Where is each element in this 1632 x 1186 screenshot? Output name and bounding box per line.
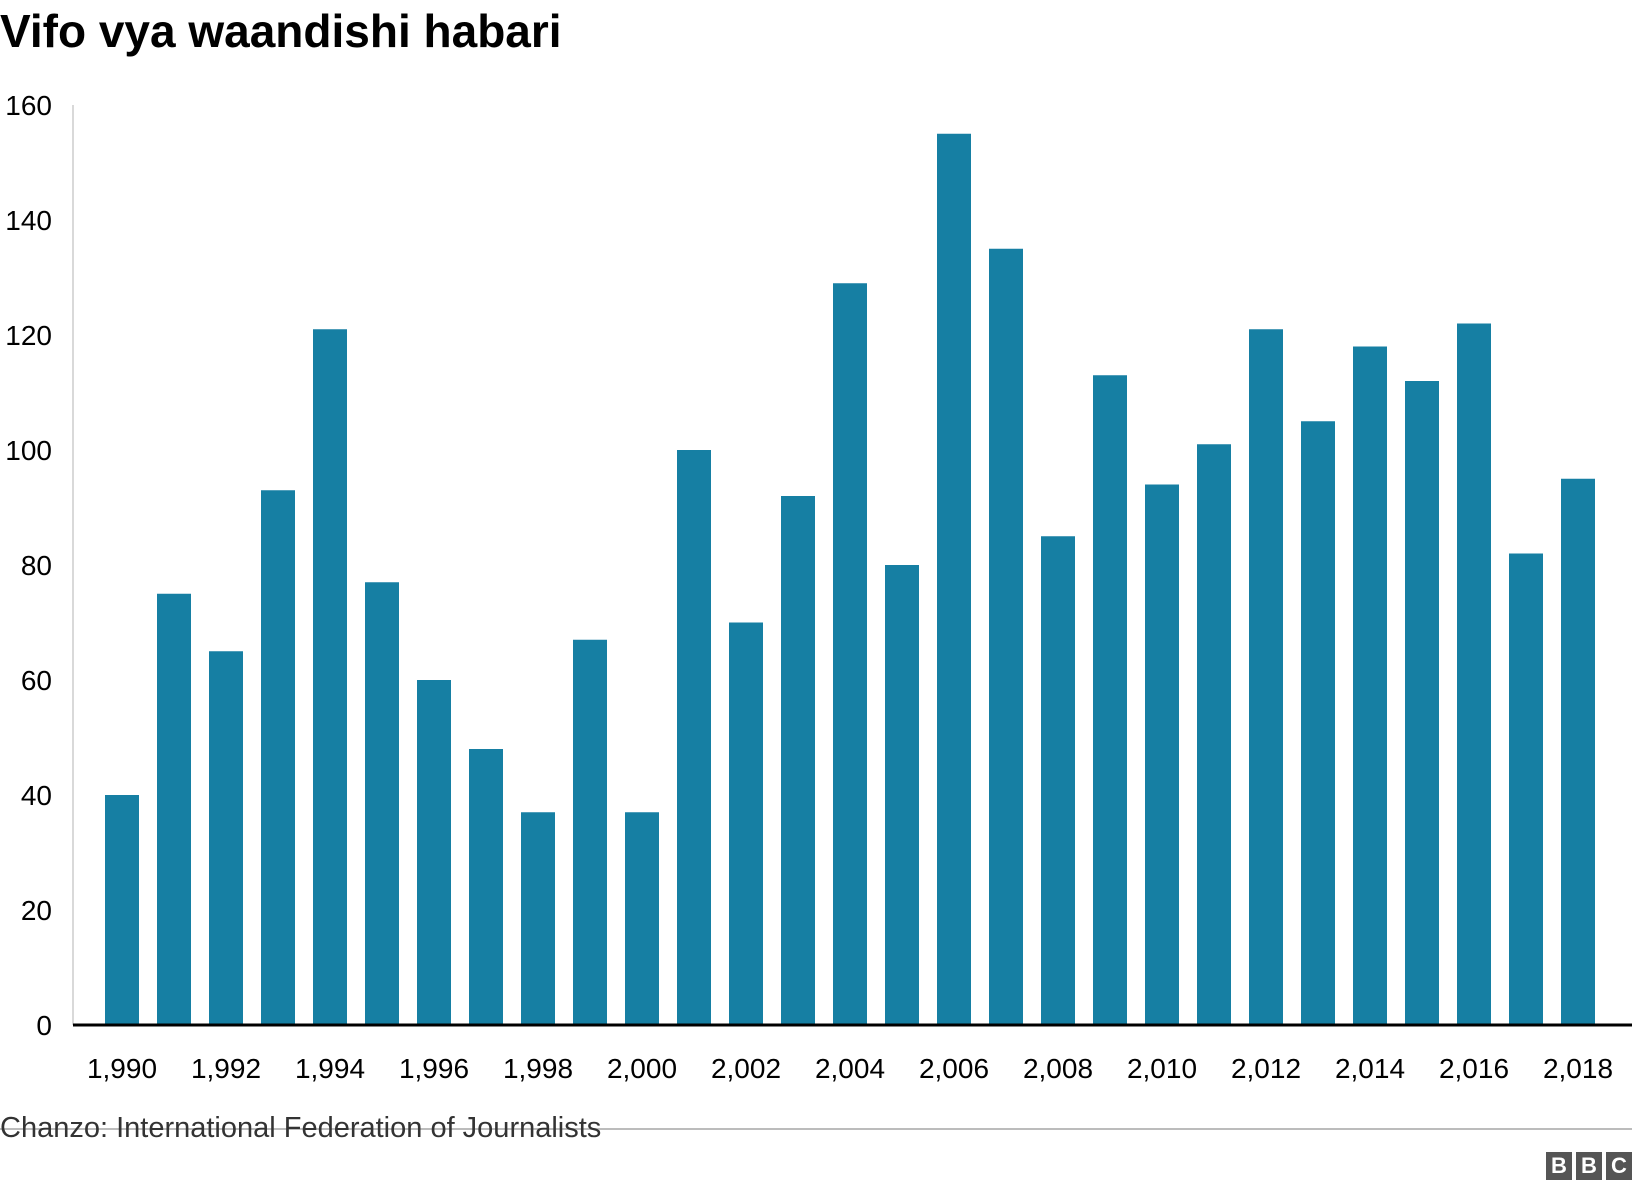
x-tick-label: 2,002	[711, 1053, 781, 1084]
bar-1990	[105, 795, 139, 1025]
x-tick-label: 2,000	[607, 1053, 677, 1084]
x-tick-label: 2,018	[1543, 1053, 1613, 1084]
x-tick-label: 1,992	[191, 1053, 261, 1084]
bar-1997	[469, 749, 503, 1025]
x-tick-label: 2,004	[815, 1053, 885, 1084]
bbc-logo-letter: B	[1546, 1152, 1572, 1180]
x-tick-label: 1,996	[399, 1053, 469, 1084]
bar-2006	[937, 133, 971, 1025]
bar-2005	[885, 565, 919, 1025]
footer-divider	[0, 1128, 1632, 1130]
bbc-logo-letter: B	[1576, 1152, 1602, 1180]
x-tick-label: 2,006	[919, 1053, 989, 1084]
bar-2009	[1093, 375, 1127, 1025]
bar-2011	[1197, 444, 1231, 1025]
bar-1991	[157, 593, 191, 1025]
bar-2018	[1561, 478, 1595, 1025]
bar-1994	[313, 329, 347, 1025]
bar-1998	[521, 812, 555, 1025]
y-tick-label: 140	[5, 205, 52, 236]
bar-1996	[417, 680, 451, 1025]
bar-2007	[989, 248, 1023, 1025]
x-tick-label: 2,012	[1231, 1053, 1301, 1084]
x-tick-label: 2,014	[1335, 1053, 1405, 1084]
bar-1999	[573, 639, 607, 1025]
bbc-logo-letter: C	[1606, 1152, 1632, 1180]
x-tick-label: 2,010	[1127, 1053, 1197, 1084]
y-tick-label: 0	[36, 1010, 52, 1041]
bar-2010	[1145, 484, 1179, 1025]
y-tick-label: 120	[5, 320, 52, 351]
bar-2000	[625, 812, 659, 1025]
bar-2014	[1353, 346, 1387, 1025]
y-tick-label: 20	[21, 895, 52, 926]
bar-2001	[677, 450, 711, 1025]
bar-2003	[781, 496, 815, 1025]
y-tick-label: 80	[21, 550, 52, 581]
bar-2008	[1041, 536, 1075, 1025]
y-tick-label: 100	[5, 435, 52, 466]
x-tick-label: 2,008	[1023, 1053, 1093, 1084]
y-axis: 0 20 40 60 80 100 120 140 160	[5, 90, 52, 1041]
bar-1995	[365, 582, 399, 1025]
y-tick-label: 40	[21, 780, 52, 811]
bar-1993	[261, 490, 295, 1025]
bar-2016	[1457, 323, 1491, 1025]
bar-2002	[729, 622, 763, 1025]
x-tick-label: 1,994	[295, 1053, 365, 1084]
x-tick-label: 2,016	[1439, 1053, 1509, 1084]
x-axis: 1,990 1,992 1,994 1,996 1,998 2,000 2,002 2,004…	[87, 1053, 1613, 1084]
source-note: Chanzo: International Federation of Jour…	[0, 1112, 602, 1144]
x-tick-label: 1,990	[87, 1053, 157, 1084]
y-tick-label: 60	[21, 665, 52, 696]
bars	[105, 133, 1595, 1025]
bbc-logo: B B C	[1546, 1152, 1632, 1180]
bar-2013	[1301, 421, 1335, 1025]
bar-1992	[209, 651, 243, 1025]
y-tick-label: 160	[5, 90, 52, 121]
x-tick-label: 1,998	[503, 1053, 573, 1084]
bar-2012	[1249, 329, 1283, 1025]
bar-2017	[1509, 553, 1543, 1025]
bar-2004	[833, 283, 867, 1025]
bar-2015	[1405, 381, 1439, 1025]
chart-title: Vifo vya waandishi habari	[0, 5, 562, 57]
